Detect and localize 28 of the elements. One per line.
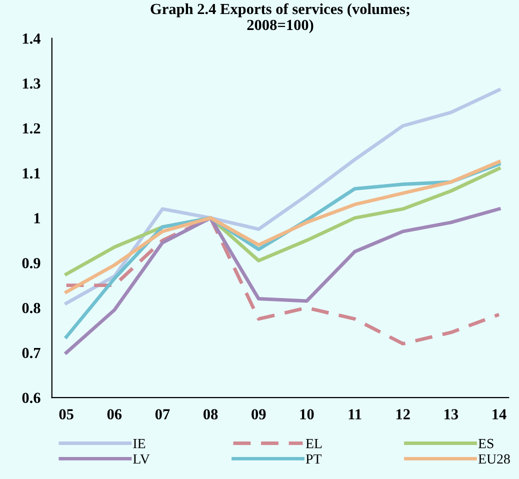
x-tick-label: 08 [203, 409, 218, 420]
y-tick-label: 0.8 [22, 302, 40, 314]
legend-label: PT [306, 454, 322, 464]
legend-label: EU28 [478, 454, 510, 464]
y-tick-label: 1.1 [22, 168, 40, 179]
y-tick-label: 0.6 [22, 392, 40, 404]
y-tick-label: 1 [34, 213, 40, 224]
y-tick-label: 1.3 [22, 78, 40, 89]
x-tick-label: 12 [396, 409, 410, 420]
x-tick-label: 05 [59, 409, 74, 420]
x-tick-label: 13 [444, 409, 458, 420]
x-tick-label: 10 [300, 409, 314, 420]
x-tick-label: 06 [107, 409, 122, 420]
x-tick-label: 07 [155, 409, 170, 420]
y-tick-label: 0.7 [22, 348, 40, 358]
y-tick-label: 0.9 [22, 258, 40, 268]
line-series [64, 160, 501, 294]
chart-title: Graph 2.4 Exports of services (volumes; 2008=100) [150, 3, 410, 34]
legend-label: IE [133, 438, 146, 448]
legend-label: LV [133, 454, 150, 464]
y-tick-label: 1.2 [22, 123, 40, 134]
legend-label: ES [478, 438, 494, 448]
x-tick-label: 09 [252, 409, 266, 420]
x-tick-label: 11 [348, 409, 362, 420]
line-series [64, 88, 501, 305]
y-tick-label: 1.4 [22, 34, 41, 44]
x-tick-label: 14 [492, 409, 506, 420]
legend-label: EL [306, 438, 322, 448]
